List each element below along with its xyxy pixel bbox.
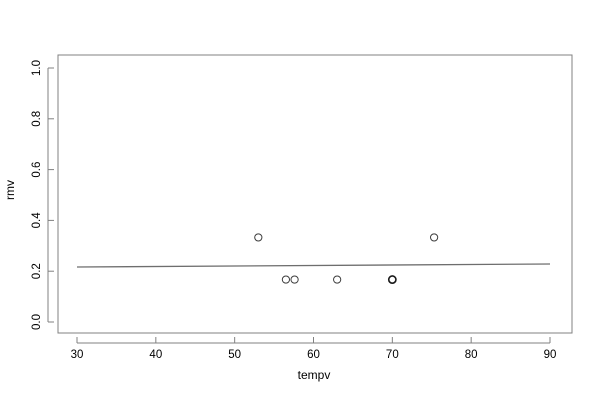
data-point-marker [333, 275, 342, 284]
x-tick-label: 40 [149, 349, 162, 361]
y-tick-label: 0.2 [31, 263, 43, 279]
y-tick-label: 0.0 [31, 314, 43, 330]
y-tick-label: 0.4 [31, 212, 43, 229]
data-point-marker [290, 275, 299, 284]
y-axis-title: rmv [3, 180, 17, 200]
data-point-marker [254, 233, 263, 242]
x-axis-tick-marks [76, 337, 551, 343]
data-point-marker [387, 275, 397, 284]
data-points [254, 233, 439, 284]
x-tick-label: 70 [386, 349, 399, 361]
y-axis-tick-labels: 0.0 0.2 0.4 0.6 0.8 1.0 [31, 60, 43, 330]
y-tick-label: 0.8 [31, 111, 43, 127]
x-axis-title: tempv [298, 368, 331, 382]
x-tick-label: 80 [465, 349, 478, 361]
x-tick-label: 60 [307, 349, 320, 361]
x-tick-label: 30 [71, 349, 84, 361]
plot-frame [57, 54, 573, 334]
data-point-marker [430, 233, 439, 242]
y-axis-tick-marks [48, 67, 54, 323]
x-axis-tick-labels: 30 40 50 60 70 80 90 [71, 349, 557, 361]
x-tick-label: 50 [228, 349, 241, 361]
x-tick-label: 90 [544, 349, 557, 361]
y-tick-label: 1.0 [31, 60, 43, 76]
data-point-marker [281, 275, 291, 284]
fit-line-path [76, 263, 551, 268]
y-tick-label: 0.6 [31, 162, 43, 178]
regression-line [76, 263, 551, 268]
